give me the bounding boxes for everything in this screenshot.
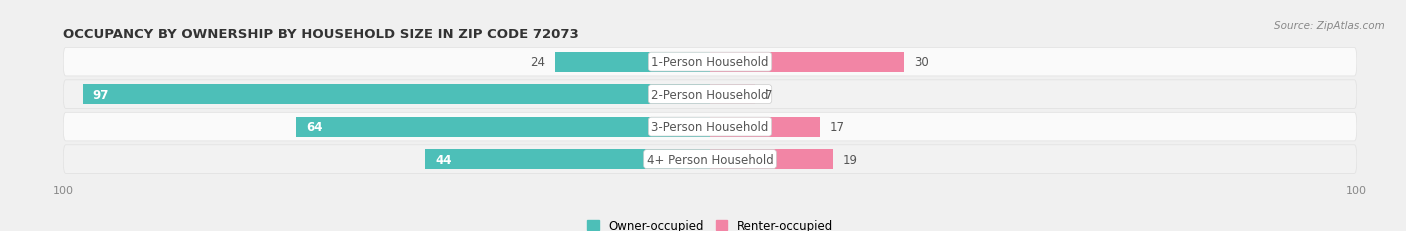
Bar xyxy=(710,52,904,72)
Bar xyxy=(710,149,832,169)
Text: 3-Person Household: 3-Person Household xyxy=(651,121,769,134)
Legend: Owner-occupied, Renter-occupied: Owner-occupied, Renter-occupied xyxy=(582,215,838,231)
Text: Source: ZipAtlas.com: Source: ZipAtlas.com xyxy=(1274,21,1385,31)
Text: 44: 44 xyxy=(436,153,451,166)
Text: OCCUPANCY BY OWNERSHIP BY HOUSEHOLD SIZE IN ZIP CODE 72073: OCCUPANCY BY OWNERSHIP BY HOUSEHOLD SIZE… xyxy=(63,28,579,41)
FancyBboxPatch shape xyxy=(63,113,1357,141)
FancyBboxPatch shape xyxy=(63,145,1357,174)
FancyBboxPatch shape xyxy=(63,48,1357,77)
Text: 19: 19 xyxy=(842,153,858,166)
Bar xyxy=(710,85,755,105)
Text: 17: 17 xyxy=(830,121,845,134)
Text: 4+ Person Household: 4+ Person Household xyxy=(647,153,773,166)
Bar xyxy=(297,117,710,137)
Bar xyxy=(710,117,820,137)
Text: 30: 30 xyxy=(914,56,928,69)
FancyBboxPatch shape xyxy=(63,80,1357,109)
Bar xyxy=(555,52,710,72)
Text: 24: 24 xyxy=(530,56,546,69)
Bar xyxy=(426,149,710,169)
Text: 64: 64 xyxy=(305,121,322,134)
Text: 2-Person Household: 2-Person Household xyxy=(651,88,769,101)
Text: 7: 7 xyxy=(765,88,772,101)
Text: 97: 97 xyxy=(93,88,108,101)
Text: 1-Person Household: 1-Person Household xyxy=(651,56,769,69)
Bar xyxy=(83,85,710,105)
